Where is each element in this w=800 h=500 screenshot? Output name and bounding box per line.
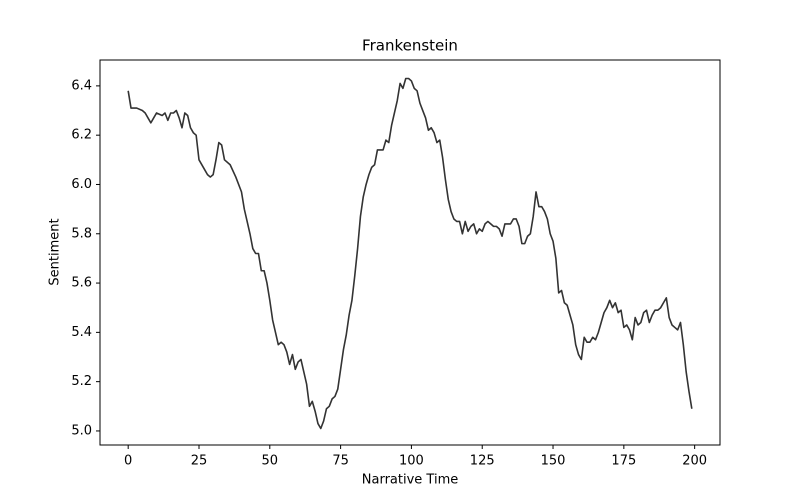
y-tick-label: 5.8 [71,226,92,241]
y-tick-label: 6.4 [71,78,92,93]
plot-frame [99,59,721,446]
series-line [127,77,693,430]
x-tick-label: 125 [470,454,495,469]
x-tick-label: 200 [682,454,707,469]
y-tick-label: 5.2 [71,374,92,389]
y-tick-label: 6.2 [71,128,92,143]
y-axis-label: Sentiment [48,218,63,285]
x-axis-label: Narrative Time [362,473,458,488]
chart-title: Frankenstein [362,37,458,55]
x-tick-label: 0 [124,454,132,469]
x-tick-label: 75 [332,454,349,469]
x-tick-label: 150 [541,454,566,469]
y-tick-label: 6.0 [71,177,92,192]
x-tick-label: 50 [262,454,279,469]
y-tick-label: 5.0 [71,423,92,438]
y-tick-label: 5.6 [71,276,92,291]
y-tick-label: 5.4 [71,325,92,340]
x-tick-label: 175 [611,454,636,469]
x-tick-label: 25 [191,454,208,469]
x-tick-label: 100 [399,454,424,469]
